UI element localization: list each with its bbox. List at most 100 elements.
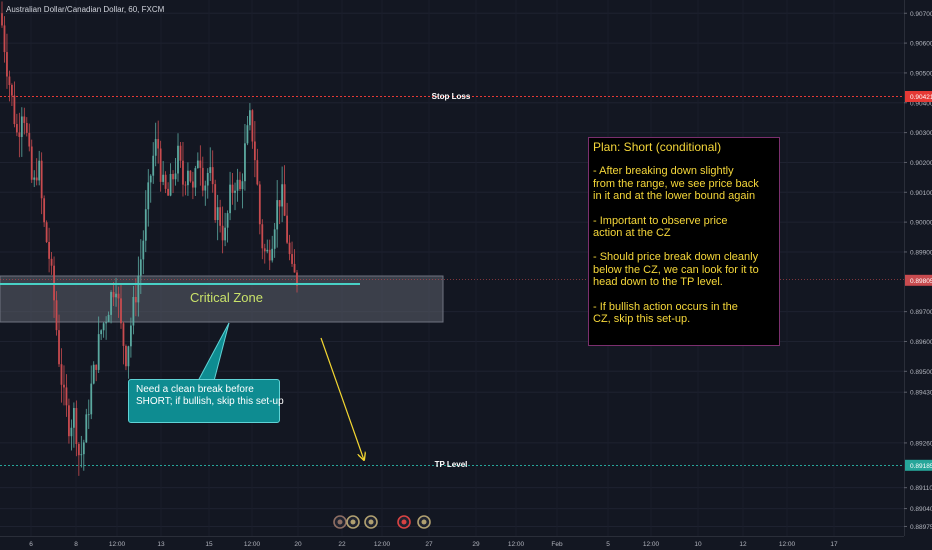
candle-body: [70, 427, 73, 437]
time-axis[interactable]: 6 8 12:00 13 15 12:00 20 22 12:00 27 29 12:00 Feb 5 12…: [29, 541, 838, 548]
candle-body: [43, 198, 46, 223]
candle-body: [296, 272, 298, 286]
time-tick-label: 12:00: [643, 541, 660, 548]
price-tick-label: 0.89110: [910, 485, 932, 492]
candle-body: [291, 254, 293, 264]
candle-body: [281, 184, 284, 207]
candle-body: [130, 325, 132, 347]
price-tick-label: 0.90600: [910, 41, 932, 48]
candle-body: [219, 207, 222, 226]
candle-body: [132, 296, 135, 326]
candle-body: [28, 132, 31, 147]
price-tick-label: 0.90400: [910, 100, 932, 107]
candle-body: [236, 179, 239, 191]
candle-body: [139, 259, 142, 276]
candle-body: [182, 160, 184, 185]
candle-body: [147, 182, 150, 210]
candle-body: [276, 200, 279, 230]
candle-body: [110, 292, 112, 315]
plan-line: in it and at the lower bound again: [593, 190, 756, 203]
time-tick-label: 17: [830, 541, 838, 548]
candle-body: [115, 293, 117, 298]
candle-body: [134, 296, 137, 303]
plan-note-box[interactable]: Plan: Short (conditional) - After breaki…: [588, 137, 780, 346]
candle-body: [159, 148, 162, 182]
plan-line: CZ, skip this set-up.: [593, 313, 691, 326]
time-tick-label: 15: [205, 541, 213, 548]
grid-lines: [0, 12, 904, 527]
dividend-marker-dot: [421, 519, 427, 525]
candle-body: [209, 167, 212, 173]
price-tick-label: 0.88975: [910, 524, 932, 531]
price-tick-label: 0.89500: [910, 369, 932, 376]
price-tick-label: 0.89700: [910, 309, 932, 316]
candle-body: [18, 132, 21, 137]
callout-line: SHORT; if bullish, skip this set-up: [136, 396, 284, 407]
candle-body: [97, 334, 100, 370]
candle-body: [169, 173, 172, 196]
candle-body: [172, 173, 174, 180]
price-axis[interactable]: 0.90700 0.90600 0.90500 0.90400 0.90300 0.902…: [904, 11, 932, 531]
dividend-marker-dot: [350, 519, 356, 525]
time-tick-label: 22: [338, 541, 346, 548]
price-tick-label: 0.89900: [910, 249, 932, 256]
candle-body: [229, 184, 231, 214]
candle-body: [45, 222, 48, 243]
event-markers[interactable]: [333, 515, 431, 529]
callout-note[interactable]: Need a clean break before SHORT; if bull…: [128, 379, 284, 423]
candle-body: [283, 184, 286, 216]
candle-body: [142, 240, 145, 260]
candle-body: [187, 170, 189, 186]
plan-line: - Important to observe price: [593, 214, 728, 227]
symbol-title: Australian Dollar/Canadian Dollar, 60, F…: [6, 5, 165, 14]
candle-body: [122, 323, 125, 346]
candle-body: [40, 160, 43, 199]
price-tick-label: 0.90700: [910, 11, 932, 18]
plan-line: below the CZ, we can look for it to: [593, 263, 759, 276]
time-tick-label: 27: [425, 541, 433, 548]
price-label-value: 0.90421: [910, 94, 932, 101]
candle-body: [196, 160, 199, 169]
candle-body: [30, 146, 33, 180]
plan-line: head down to the TP level.: [593, 276, 723, 289]
candle-body: [234, 190, 236, 193]
time-tick-label: 12:00: [508, 541, 525, 548]
candle-body: [248, 110, 251, 126]
candle-body: [144, 209, 147, 241]
candle-body: [87, 414, 90, 416]
critical-zone-label: Critical Zone: [190, 290, 263, 305]
time-tick-label: 29: [472, 541, 480, 548]
candle-body: [204, 185, 207, 191]
price-tick-label: 0.89260: [910, 440, 932, 447]
candle-body: [199, 160, 202, 168]
candle-body: [8, 76, 11, 86]
candle-body: [15, 124, 18, 133]
plan-title: Plan: Short (conditional): [593, 140, 722, 154]
candle-body: [273, 229, 276, 249]
price-tick-label: 0.90300: [910, 130, 932, 137]
projection-arrow[interactable]: [320, 337, 364, 460]
price-tick-label: 0.90000: [910, 220, 932, 227]
candle-body: [226, 213, 229, 228]
candle-body: [85, 414, 88, 443]
candle-body: [90, 383, 93, 415]
candle-body: [201, 167, 204, 191]
candle-body: [239, 179, 241, 190]
candle-body: [211, 167, 214, 185]
time-tick-label: 10: [694, 541, 702, 548]
candle-body: [1, 13, 3, 26]
candle-body: [6, 52, 8, 77]
price-axis-labels: 0.90421 0.89805 0.89185: [905, 91, 932, 471]
price-label-value: 0.89805: [910, 278, 932, 285]
candle-body: [125, 345, 127, 367]
candle-body: [117, 293, 120, 299]
candle-body: [271, 248, 274, 261]
plan-line: - If bullish action occurs in the: [593, 300, 738, 313]
price-label-value: 0.89185: [910, 463, 932, 470]
candle-body: [189, 170, 192, 182]
candle-body: [3, 25, 6, 53]
candle-body: [35, 177, 38, 181]
candle-body: [65, 387, 68, 406]
candle-body: [80, 454, 83, 456]
